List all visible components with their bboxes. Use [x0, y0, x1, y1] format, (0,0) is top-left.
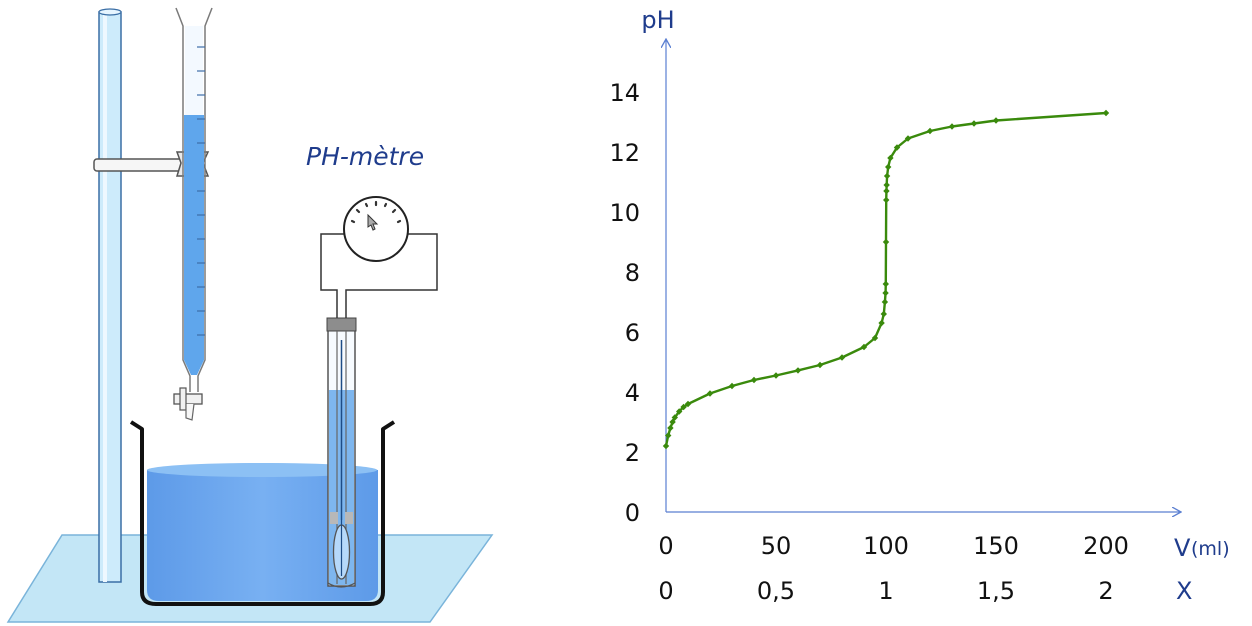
data-point: [878, 319, 885, 327]
y-tick-label: 4: [625, 379, 640, 407]
data-point: [1102, 109, 1110, 117]
titration-apparatus: PH-mètre: [6, 7, 494, 623]
data-point: [948, 123, 956, 130]
data-point: [706, 390, 714, 397]
y-tick-label: 14: [609, 79, 640, 107]
gauge-dial: [343, 196, 409, 262]
data-point: [882, 280, 889, 288]
burette: [173, 7, 213, 421]
x2-tick-label: 2: [1098, 577, 1113, 605]
ph-meter: PH-mètre: [306, 142, 438, 318]
data-point: [880, 310, 887, 318]
data-point: [970, 120, 978, 127]
x2-tick-labels: 0 0,5 1 1,5 2: [658, 577, 1113, 605]
data-point: [662, 442, 670, 450]
data-point: [669, 418, 676, 426]
data-point: [882, 289, 889, 297]
ph-probe: [326, 317, 357, 588]
x-axis-label: V: [1174, 534, 1191, 562]
x-tick-label: 200: [1083, 532, 1129, 560]
data-point: [684, 400, 692, 408]
data-point: [883, 187, 890, 195]
x2-axis-label: X: [1176, 577, 1192, 605]
ph-meter-label: PH-mètre: [306, 142, 424, 171]
y-tick-label: 10: [609, 199, 640, 227]
data-point: [887, 154, 894, 162]
x2-tick-label: 0: [658, 577, 673, 605]
x-tick-label: 0: [658, 532, 673, 560]
data-point: [883, 172, 891, 180]
data-point: [992, 117, 1000, 124]
x-tick-label: 50: [761, 532, 792, 560]
x2-tick-label: 1: [878, 577, 893, 605]
data-point: [665, 432, 672, 439]
x-tick-label: 150: [973, 532, 1019, 560]
data-point: [676, 408, 683, 415]
x-tick-label: 100: [863, 532, 909, 560]
y-tick-label: 2: [625, 439, 640, 467]
y-axis-label: pH: [641, 6, 674, 34]
y-tick-label: 0: [625, 499, 640, 527]
data-point: [882, 238, 890, 246]
y-tick-label: 6: [625, 319, 640, 347]
data-point: [893, 144, 901, 151]
burette-stopcock[interactable]: [173, 393, 203, 405]
y-tick-labels: 0 2 4 6 8 10 12 14: [609, 79, 640, 527]
data-point: [881, 298, 889, 306]
data-point: [926, 127, 934, 135]
gauge-ticks: [350, 200, 402, 224]
y-tick-label: 12: [609, 139, 640, 167]
ph-curve-points: [662, 109, 1110, 450]
data-point: [883, 196, 890, 204]
data-point: [883, 181, 890, 189]
data-point: [750, 376, 758, 384]
data-point: [728, 382, 736, 390]
data-point: [794, 367, 802, 374]
data-point: [667, 424, 674, 432]
x2-tick-label: 1,5: [977, 577, 1015, 605]
data-point: [816, 361, 824, 369]
data-point: [838, 354, 846, 361]
ph-curve: [664, 111, 1107, 447]
stand-rod: [98, 8, 122, 583]
x-tick-labels: 0 50 100 150 200: [658, 532, 1129, 560]
y-tick-label: 8: [625, 259, 640, 287]
burette-graduations: [197, 46, 205, 336]
data-point: [871, 334, 879, 342]
data-point: [680, 403, 687, 411]
data-point: [671, 414, 678, 421]
beaker: [129, 420, 396, 606]
gauge-needle: [367, 213, 379, 231]
data-point: [904, 135, 912, 142]
data-point: [860, 343, 868, 351]
x-axis-unit: (ml): [1191, 538, 1230, 560]
data-point: [885, 163, 892, 171]
x2-tick-label: 0,5: [757, 577, 795, 605]
data-point: [772, 372, 780, 379]
